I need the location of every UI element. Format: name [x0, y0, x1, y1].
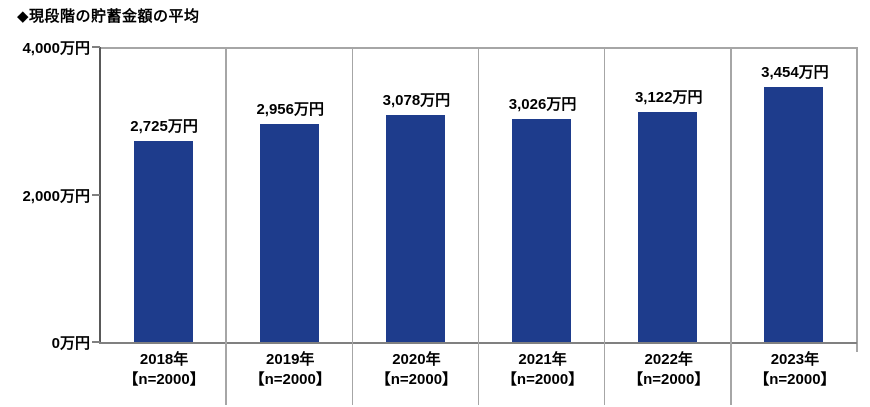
bar-value-label: 3,122万円 [634, 88, 703, 106]
category-year: 2021年 [518, 351, 567, 368]
y-tick-label: 0万円 [51, 335, 90, 352]
category-sample-size: 【n=2000】 [375, 371, 458, 388]
bar [764, 87, 824, 342]
bar [133, 141, 193, 342]
category-year: 2018年 [139, 351, 189, 368]
category-sample-size: 【n=2000】 [754, 371, 836, 388]
section-divider [603, 47, 606, 405]
bar [638, 111, 698, 342]
category-label: 2021年【n=2000】 [480, 350, 606, 390]
y-tick-mark [92, 193, 100, 196]
category-label: 2020年【n=2000】 [353, 350, 479, 390]
category-label: 2019年【n=2000】 [227, 350, 353, 390]
category-year: 2019年 [266, 351, 315, 368]
bar-value-label: 2,725万円 [130, 118, 198, 136]
bar [512, 118, 572, 342]
bar-value-label: 2,956万円 [256, 100, 324, 118]
category-year: 2023年 [770, 351, 820, 368]
bar-value-label: 3,026万円 [508, 95, 577, 113]
section-divider [730, 47, 732, 405]
category-sample-size: 【n=2000】 [123, 371, 205, 388]
category-sample-size: 【n=2000】 [249, 371, 331, 388]
y-tick-label: 2,000万円 [22, 187, 90, 205]
y-tick-label: 4,000万円 [22, 40, 90, 57]
chart-title: ◆現段階の貯蓄金額の平均 [17, 8, 200, 25]
y-tick-mark [92, 341, 100, 343]
section-divider [225, 47, 227, 405]
category-sample-size: 【n=2000】 [628, 371, 710, 388]
category-label: 2022年【n=2000】 [606, 350, 732, 390]
section-divider [351, 47, 354, 405]
plot-right-border [856, 47, 858, 352]
bar-value-label: 3,078万円 [382, 91, 451, 109]
bar [385, 114, 445, 342]
category-sample-size: 【n=2000】 [501, 371, 584, 388]
category-year: 2022年 [644, 351, 693, 368]
category-year: 2020年 [392, 351, 441, 368]
category-label: 2018年【n=2000】 [101, 350, 227, 390]
bar-value-label: 3,454万円 [761, 64, 829, 82]
y-tick-mark [92, 46, 100, 48]
category-label: 2023年【n=2000】 [732, 350, 858, 390]
section-divider [477, 47, 480, 405]
bar [259, 123, 319, 342]
y-axis-line [99, 47, 101, 344]
